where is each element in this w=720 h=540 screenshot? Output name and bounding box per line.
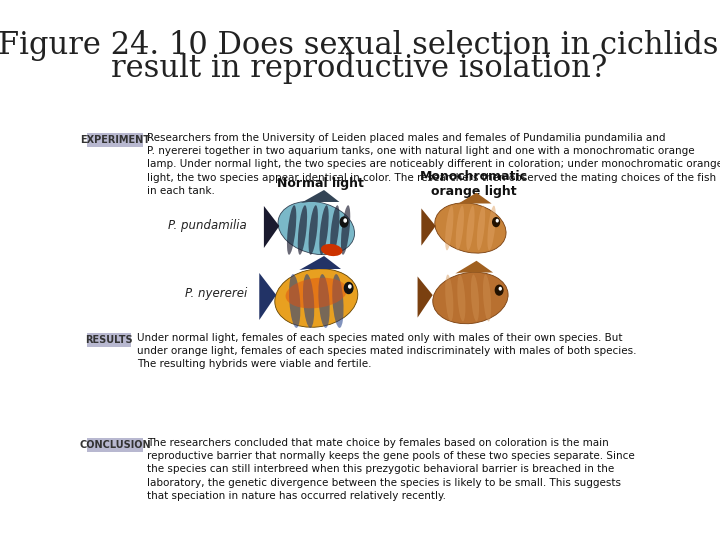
Circle shape	[344, 219, 346, 222]
Text: Researchers from the University of Leiden placed males and females of Pundamilia: Researchers from the University of Leide…	[147, 133, 720, 196]
Ellipse shape	[320, 205, 328, 255]
Ellipse shape	[471, 274, 479, 321]
Ellipse shape	[332, 274, 343, 328]
Ellipse shape	[477, 206, 485, 251]
Text: result in reproductive isolation?: result in reproductive isolation?	[111, 53, 607, 84]
Circle shape	[340, 217, 348, 227]
Text: Normal light: Normal light	[276, 177, 364, 190]
Circle shape	[496, 219, 498, 222]
Text: P. nyererei: P. nyererei	[185, 287, 247, 300]
Ellipse shape	[287, 205, 297, 255]
Polygon shape	[264, 206, 279, 248]
Text: Under normal light, females of each species mated only with males of their own s: Under normal light, females of each spec…	[137, 333, 636, 369]
Ellipse shape	[309, 205, 318, 255]
Text: P. pundamilia: P. pundamilia	[168, 219, 247, 232]
Ellipse shape	[318, 274, 330, 328]
Polygon shape	[301, 190, 339, 203]
Ellipse shape	[435, 203, 506, 253]
Ellipse shape	[303, 274, 314, 328]
FancyBboxPatch shape	[87, 438, 143, 452]
Text: CONCLUSION: CONCLUSION	[79, 440, 151, 450]
Ellipse shape	[321, 244, 343, 256]
Ellipse shape	[278, 201, 354, 255]
Text: Figure 24. 10 Does sexual selection in cichlids: Figure 24. 10 Does sexual selection in c…	[0, 30, 719, 61]
Ellipse shape	[433, 272, 508, 324]
FancyBboxPatch shape	[87, 133, 143, 147]
Polygon shape	[421, 208, 436, 246]
Circle shape	[344, 282, 353, 294]
Polygon shape	[300, 256, 341, 270]
Polygon shape	[455, 261, 493, 273]
Circle shape	[499, 287, 501, 290]
Text: EXPERIMENT: EXPERIMENT	[80, 135, 150, 145]
Ellipse shape	[341, 205, 350, 255]
Ellipse shape	[445, 206, 454, 251]
Ellipse shape	[456, 206, 464, 251]
Ellipse shape	[457, 274, 465, 321]
Ellipse shape	[275, 269, 358, 327]
Circle shape	[348, 285, 351, 288]
FancyBboxPatch shape	[87, 333, 131, 347]
Ellipse shape	[289, 274, 300, 328]
Ellipse shape	[487, 206, 496, 251]
Text: Monochromatic
orange light: Monochromatic orange light	[420, 170, 528, 198]
Ellipse shape	[445, 274, 454, 321]
Polygon shape	[259, 273, 276, 320]
Text: RESULTS: RESULTS	[86, 335, 133, 345]
Text: The researchers concluded that mate choice by females based on coloration is the: The researchers concluded that mate choi…	[147, 438, 634, 501]
Ellipse shape	[483, 274, 491, 321]
Ellipse shape	[298, 205, 307, 255]
Ellipse shape	[467, 206, 474, 251]
Ellipse shape	[330, 205, 339, 255]
Ellipse shape	[286, 278, 347, 308]
Polygon shape	[456, 193, 492, 205]
Circle shape	[495, 285, 503, 295]
Polygon shape	[418, 276, 433, 318]
Circle shape	[492, 218, 500, 227]
